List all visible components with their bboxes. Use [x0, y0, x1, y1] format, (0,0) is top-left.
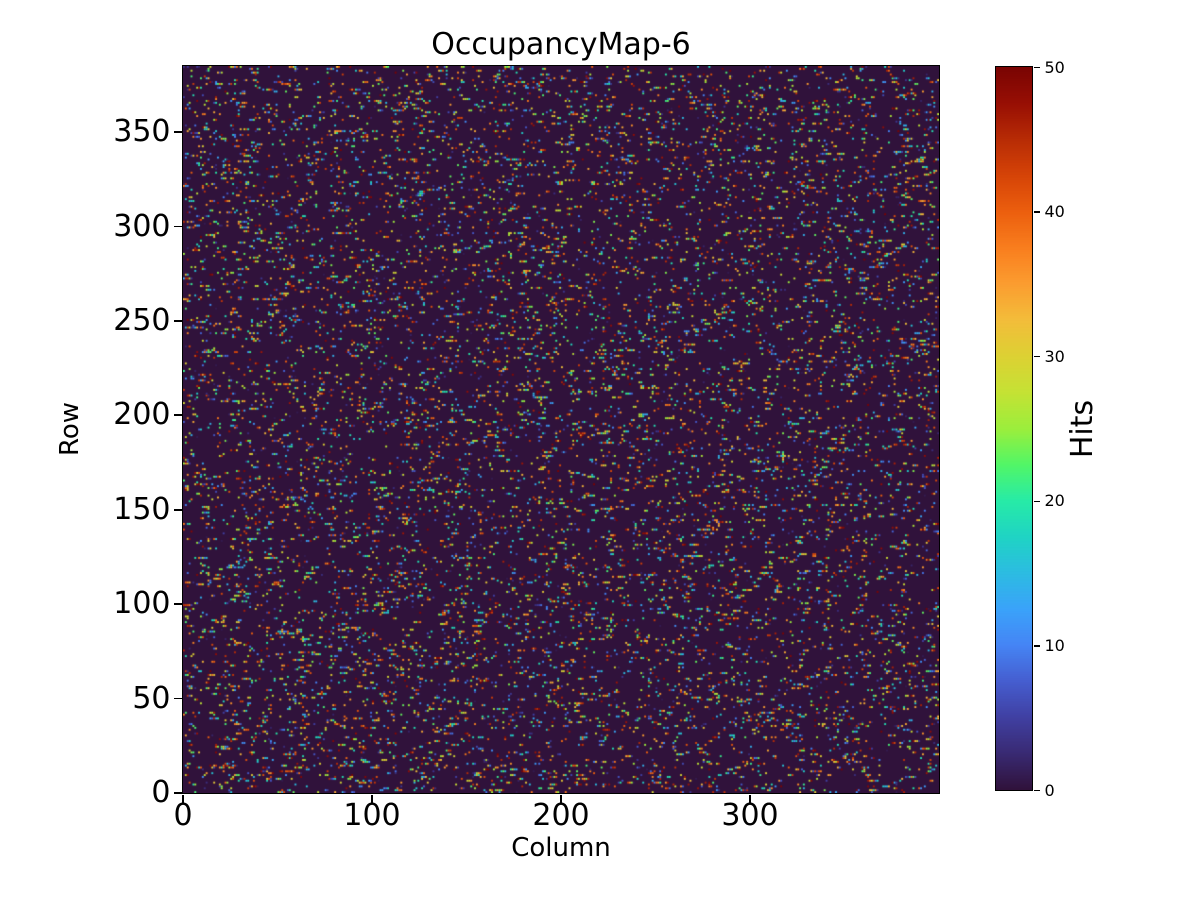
colorbar-tick-label: 30 [1044, 346, 1065, 366]
y-tick-mark [173, 697, 182, 700]
x-tick-label: 0 [173, 797, 193, 833]
chart-title: OccupancyMap-6 [431, 27, 691, 62]
colorbar-tick-label: 10 [1044, 635, 1065, 655]
colorbar-tick-label: 20 [1044, 491, 1065, 511]
colorbar-tick-mark [1033, 211, 1040, 213]
y-tick-label: 0 [151, 775, 171, 810]
colorbar-tick-label: 0 [1044, 780, 1055, 800]
x-axis-label: Column [511, 833, 611, 863]
colorbar-tick-mark [1033, 645, 1040, 647]
y-tick-label: 100 [113, 586, 171, 622]
colorbar-tick-mark [1033, 500, 1040, 503]
x-tick-label: 100 [343, 797, 401, 833]
y-axis-label: Row [55, 401, 85, 457]
y-tick-mark [173, 603, 182, 606]
colorbar-tick-mark [1033, 355, 1040, 358]
colorbar-canvas [995, 67, 1032, 790]
colorbar-label: Hits [1065, 399, 1100, 459]
colorbar-tick-mark [1033, 66, 1040, 69]
y-tick-label: 200 [113, 397, 171, 433]
x-tick-label: 200 [532, 797, 590, 833]
y-tick-mark [173, 792, 182, 794]
colorbar-tick-label: 40 [1044, 202, 1065, 222]
y-tick-label: 50 [132, 680, 171, 716]
heatmap-canvas [182, 65, 939, 793]
y-tick-mark [173, 225, 182, 228]
y-tick-label: 350 [113, 114, 171, 150]
y-tick-mark [173, 508, 182, 511]
y-tick-mark [173, 414, 182, 417]
colorbar [994, 66, 1033, 791]
colorbar-tick-mark [1033, 789, 1040, 792]
x-tick-mark [749, 794, 751, 803]
y-tick-label: 250 [113, 302, 171, 338]
x-tick-mark [182, 794, 184, 803]
x-tick-mark [371, 794, 373, 803]
y-tick-label: 150 [113, 491, 171, 527]
y-tick-mark [173, 131, 182, 133]
x-tick-label: 300 [721, 797, 779, 833]
heatmap-plot-area [181, 64, 940, 794]
x-tick-mark [560, 794, 562, 803]
y-tick-mark [173, 320, 182, 322]
colorbar-tick-label: 50 [1044, 57, 1065, 77]
y-tick-label: 300 [113, 208, 171, 244]
